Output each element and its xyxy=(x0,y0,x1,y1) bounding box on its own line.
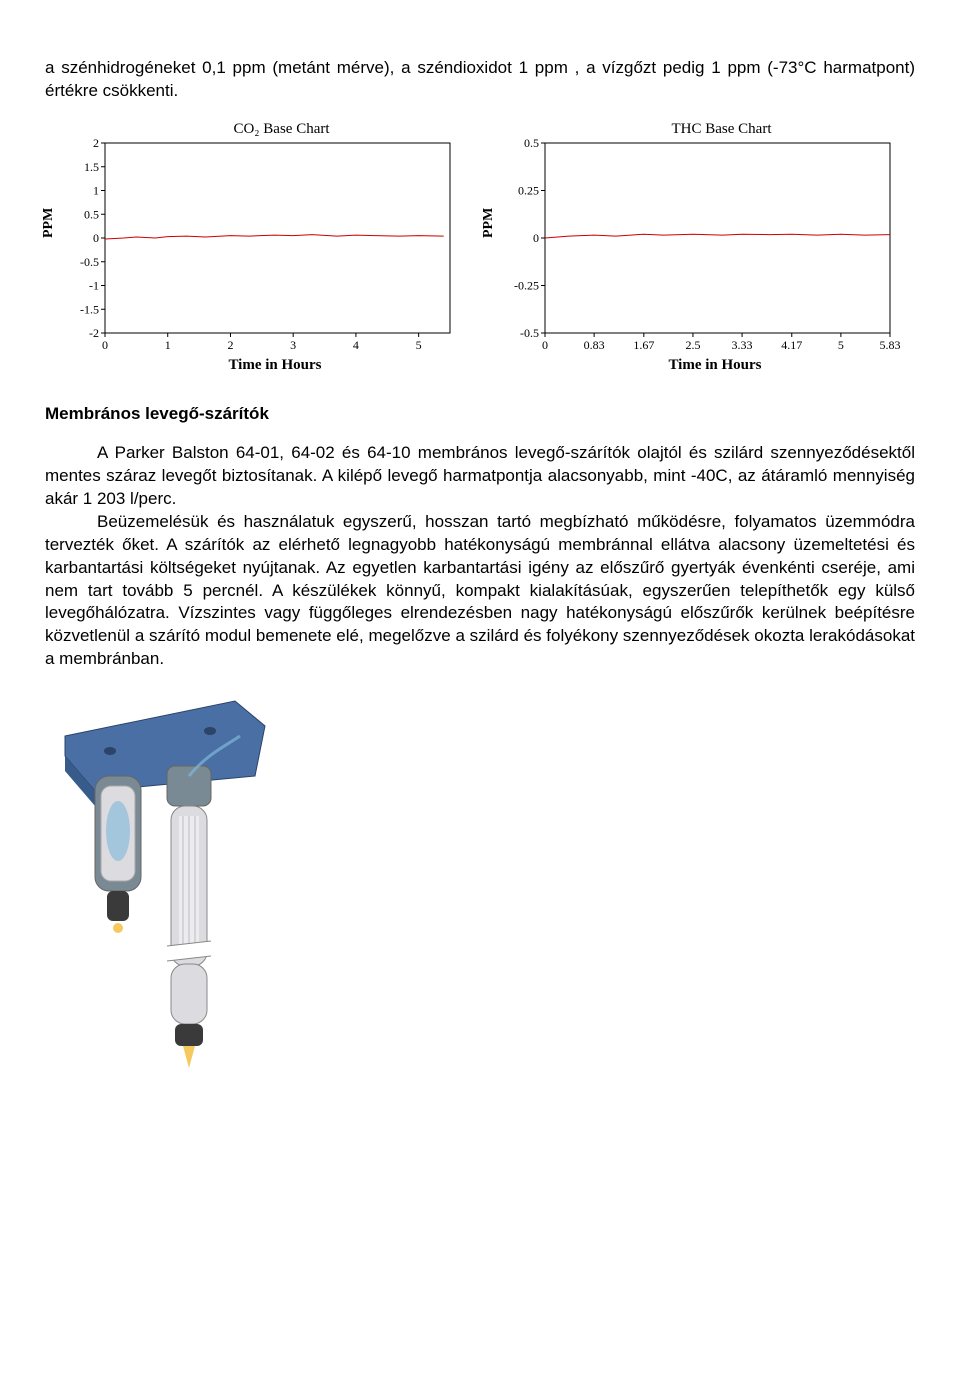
svg-text:-1.5: -1.5 xyxy=(80,302,99,316)
svg-text:0.25: 0.25 xyxy=(518,183,539,197)
svg-text:3: 3 xyxy=(290,338,296,352)
chart-co2-xlabel: Time in Hours xyxy=(75,357,475,374)
svg-text:2: 2 xyxy=(227,338,233,352)
svg-text:0: 0 xyxy=(93,231,99,245)
chart-thc-ylabel: PPM xyxy=(481,208,497,238)
svg-text:5: 5 xyxy=(416,338,422,352)
svg-text:5: 5 xyxy=(838,338,844,352)
svg-text:5.83: 5.83 xyxy=(880,338,901,352)
svg-text:2: 2 xyxy=(93,136,99,150)
chart-thc-xlabel: Time in Hours xyxy=(515,357,915,374)
svg-text:0.5: 0.5 xyxy=(524,136,539,150)
body-p2: Beüzemelésük és használatuk egyszerű, ho… xyxy=(45,512,915,669)
section-heading: Membrános levegő-szárítók xyxy=(45,404,915,424)
intro-paragraph: a szénhidrogéneket 0,1 ppm (metánt mérve… xyxy=(45,57,915,103)
chart-co2-svg: 21.510.50-0.5-1-1.5-2012345 xyxy=(70,123,460,353)
chart-co2: CO₂ Base Chart PPM 21.510.50-0.5-1-1.5-2… xyxy=(45,123,475,374)
chart-thc-title: THC Base Chart xyxy=(672,121,772,138)
chart-co2-ylabel: PPM xyxy=(41,208,57,238)
svg-text:0.5: 0.5 xyxy=(84,207,99,221)
chart-thc-svg: 0.50.250-0.25-0.500.831.672.53.334.1755.… xyxy=(510,123,900,353)
svg-text:-1: -1 xyxy=(89,278,99,292)
svg-text:0.83: 0.83 xyxy=(584,338,605,352)
svg-text:4: 4 xyxy=(353,338,359,352)
svg-text:0: 0 xyxy=(542,338,548,352)
chart-co2-title: CO₂ Base Chart xyxy=(233,121,329,138)
charts-row: CO₂ Base Chart PPM 21.510.50-0.5-1-1.5-2… xyxy=(45,123,915,374)
chart-thc: THC Base Chart PPM 0.50.250-0.25-0.500.8… xyxy=(485,123,915,374)
svg-text:0: 0 xyxy=(533,231,539,245)
body-text: A Parker Balston 64-01, 64-02 és 64-10 m… xyxy=(45,442,915,671)
svg-text:-0.5: -0.5 xyxy=(520,326,539,340)
svg-text:-0.5: -0.5 xyxy=(80,255,99,269)
svg-text:-0.25: -0.25 xyxy=(514,278,539,292)
svg-text:4.17: 4.17 xyxy=(781,338,802,352)
svg-text:1: 1 xyxy=(165,338,171,352)
svg-text:2.5: 2.5 xyxy=(685,338,700,352)
device-figure xyxy=(55,696,285,1076)
svg-text:0: 0 xyxy=(102,338,108,352)
device-svg xyxy=(55,696,285,1076)
svg-text:1.67: 1.67 xyxy=(633,338,654,352)
svg-text:3.33: 3.33 xyxy=(732,338,753,352)
svg-text:1.5: 1.5 xyxy=(84,160,99,174)
svg-text:-2: -2 xyxy=(89,326,99,340)
body-p1: A Parker Balston 64-01, 64-02 és 64-10 m… xyxy=(45,443,915,508)
svg-text:1: 1 xyxy=(93,183,99,197)
